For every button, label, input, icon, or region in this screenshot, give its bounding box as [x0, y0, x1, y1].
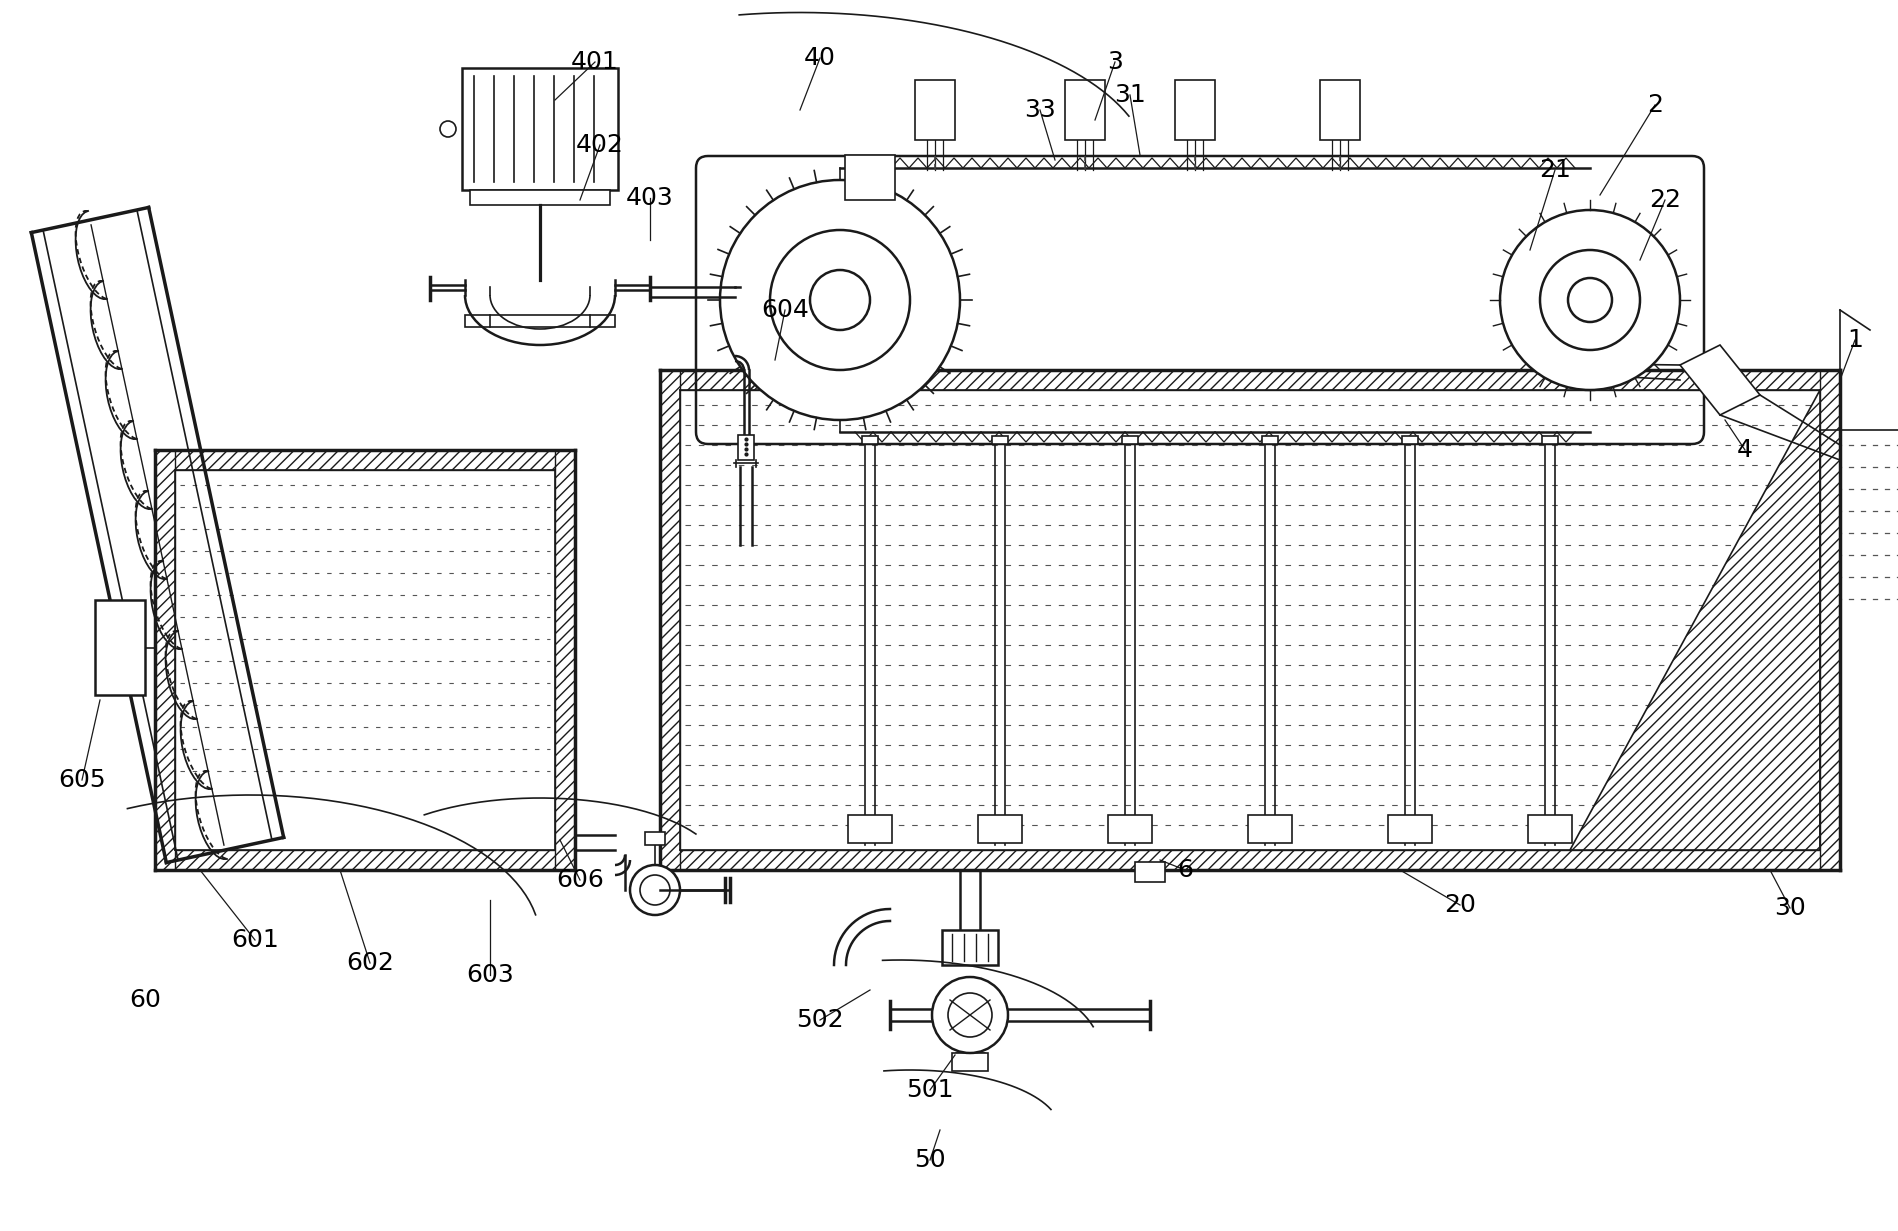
Text: 33: 33	[1023, 98, 1055, 122]
Text: 50: 50	[913, 1149, 945, 1172]
Text: 603: 603	[465, 963, 514, 987]
Bar	[1107, 815, 1152, 843]
Text: 402: 402	[575, 133, 624, 158]
Polygon shape	[1570, 390, 1818, 849]
Circle shape	[719, 180, 960, 420]
Polygon shape	[30, 208, 148, 233]
Bar	[1528, 815, 1572, 843]
Bar	[661, 371, 679, 870]
Bar	[845, 155, 894, 199]
Bar	[915, 80, 955, 140]
Polygon shape	[1680, 345, 1759, 415]
Bar	[156, 849, 575, 870]
Bar	[645, 832, 664, 844]
Bar	[1319, 80, 1359, 140]
Circle shape	[769, 230, 909, 371]
Circle shape	[640, 875, 670, 905]
Bar	[156, 451, 175, 870]
Text: 403: 403	[626, 186, 674, 211]
Text: 30: 30	[1773, 896, 1805, 920]
Text: 501: 501	[905, 1078, 953, 1102]
Text: 4: 4	[1737, 438, 1752, 462]
Bar	[1065, 80, 1105, 140]
Bar	[941, 929, 998, 965]
Text: 2: 2	[1646, 94, 1663, 117]
Bar	[862, 436, 877, 444]
Bar	[1541, 436, 1556, 444]
Bar	[848, 815, 892, 843]
Text: 601: 601	[232, 928, 279, 952]
Text: 22: 22	[1647, 188, 1680, 212]
Circle shape	[932, 977, 1008, 1053]
Text: 40: 40	[803, 46, 835, 70]
Circle shape	[947, 993, 991, 1037]
Bar	[661, 371, 1839, 390]
Text: 31: 31	[1114, 82, 1144, 107]
Bar	[1135, 862, 1163, 881]
Bar	[1122, 436, 1137, 444]
Bar	[738, 435, 754, 460]
Text: 606: 606	[556, 868, 604, 892]
Text: 3: 3	[1107, 50, 1122, 74]
Circle shape	[630, 865, 679, 915]
Circle shape	[1568, 278, 1611, 323]
Circle shape	[440, 121, 456, 137]
Bar	[95, 599, 144, 696]
Bar	[465, 315, 615, 327]
Bar	[1818, 371, 1839, 870]
Bar	[1387, 815, 1431, 843]
Circle shape	[1539, 250, 1640, 350]
Circle shape	[810, 270, 869, 330]
Text: 20: 20	[1442, 892, 1475, 917]
Text: 21: 21	[1537, 158, 1570, 182]
Text: 604: 604	[761, 298, 809, 323]
Text: 6: 6	[1177, 858, 1192, 881]
Text: 1: 1	[1847, 327, 1862, 352]
Circle shape	[1499, 211, 1680, 390]
Bar	[1262, 436, 1277, 444]
Text: 602: 602	[345, 952, 393, 975]
Text: 60: 60	[129, 988, 161, 1012]
Bar	[1175, 80, 1215, 140]
Bar	[951, 1053, 987, 1071]
Text: 502: 502	[795, 1008, 843, 1032]
Bar	[469, 190, 609, 206]
Bar	[461, 68, 617, 190]
Bar	[661, 849, 1839, 870]
Text: 605: 605	[59, 768, 106, 792]
Text: 401: 401	[571, 50, 619, 74]
Bar	[1401, 436, 1418, 444]
Bar	[554, 451, 575, 870]
Bar	[977, 815, 1021, 843]
Bar	[991, 436, 1008, 444]
Bar	[156, 451, 575, 470]
Bar	[1247, 815, 1291, 843]
